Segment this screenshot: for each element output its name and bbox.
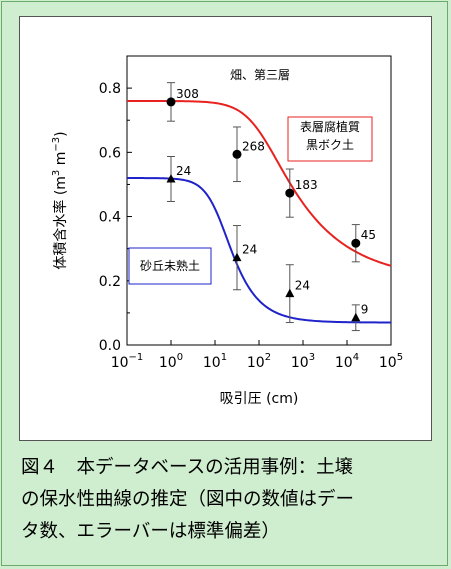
x-tick-label: 10−1	[111, 352, 144, 371]
y-tick-label: 0.0	[99, 338, 121, 354]
series-1-point	[285, 288, 295, 298]
series-0-point	[232, 149, 242, 159]
series-1-point	[166, 173, 176, 183]
y-tick-label: 0.2	[99, 274, 121, 290]
series-1-count-label: 24	[295, 279, 310, 293]
chart-title: 畑、第三層	[230, 68, 290, 82]
series-1-count-label: 24	[242, 243, 257, 257]
legend-label-1: 砂丘未熟土	[140, 258, 200, 273]
series-0-count-label: 308	[176, 87, 199, 101]
x-tick-label: 103	[291, 352, 315, 371]
series-1-count-label: 9	[361, 303, 369, 317]
x-tick-label: 100	[159, 352, 183, 371]
y-tick-label: 0.8	[99, 81, 121, 97]
y-tick-label: 0.4	[99, 210, 121, 226]
x-tick-label: 102	[247, 352, 271, 371]
series-1-point	[351, 312, 361, 322]
chart: 0.0 0.2 0.4 0.6 0.8 10−1 100 101 102 103 104 105 畑、第…	[51, 55, 403, 407]
series-1-point	[232, 252, 242, 262]
legend-label-0: 表層腐植質	[300, 119, 360, 134]
caption-line-3: タ数、エラーバーは標準偏差）	[21, 521, 280, 542]
caption-line-1: 図４ 本データベースの活用事例：土壌	[21, 457, 354, 478]
series-0-point	[285, 188, 295, 198]
legend-box-1	[128, 247, 212, 285]
legend-label-0: 黒ボク土	[306, 138, 354, 152]
series-0-point	[166, 97, 176, 107]
y-tick-label: 0.6	[99, 145, 121, 161]
x-axis-label: 吸引圧 (cm)	[220, 391, 299, 407]
x-tick-label: 101	[203, 352, 227, 371]
series-0-count-label: 45	[361, 228, 376, 242]
x-tick-label: 104	[335, 352, 359, 371]
caption-line-2: の保水性曲線の推定（図中の数値はデー	[21, 489, 355, 510]
series-0-count-label: 183	[295, 178, 318, 192]
legend-box-0	[287, 116, 373, 162]
plot-panel: 0.0 0.2 0.4 0.6 0.8 10−1 100 101 102 103 104 105 畑、第…	[19, 16, 432, 441]
series-1-count-label: 24	[176, 164, 191, 178]
series-0-count-label: 268	[242, 139, 265, 153]
x-tick-label: 105	[379, 352, 403, 371]
series-0-point	[351, 238, 361, 248]
y-axis-label: 体積含水率 (m3 m−3)	[51, 131, 69, 269]
